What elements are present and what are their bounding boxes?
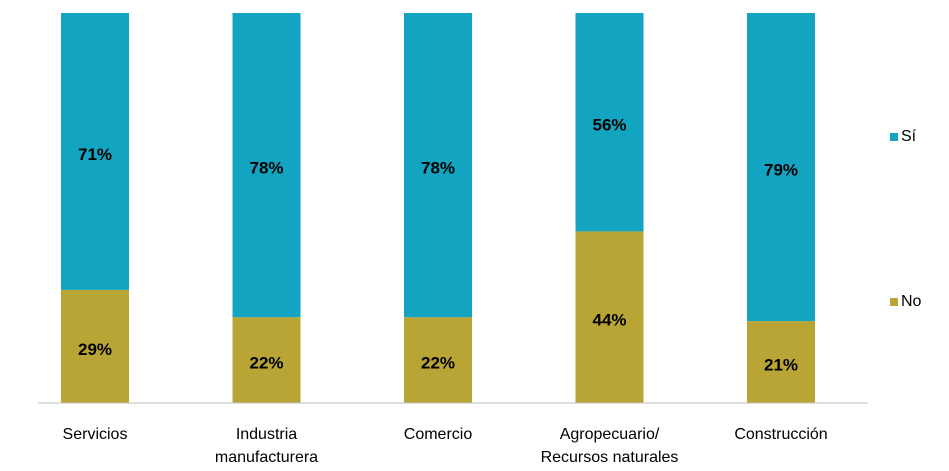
- bar-segment: [404, 13, 472, 318]
- value-label: 21%: [764, 356, 798, 375]
- bar-segment: [575, 231, 644, 403]
- bar-segment: [575, 13, 644, 232]
- bar-segment: [747, 321, 815, 403]
- value-label: 44%: [592, 311, 626, 330]
- x-tick-label: Agropecuario/Recursos naturales: [541, 426, 679, 466]
- x-tick-label: Industria manufacturera: [215, 426, 318, 466]
- bar-segment: [404, 317, 472, 403]
- value-label: 56%: [592, 116, 626, 135]
- x-tick-label-line: Comercio: [404, 426, 473, 443]
- value-label: 22%: [421, 354, 455, 373]
- bar-segment: [232, 317, 301, 403]
- bar-segment: [61, 13, 129, 290]
- bar-segment: [232, 13, 301, 318]
- value-label: 79%: [764, 161, 798, 180]
- x-tick-label: Comercio: [404, 426, 473, 443]
- x-tick-label-line: Recursos naturales: [541, 449, 679, 466]
- legend-swatch: [890, 298, 898, 306]
- legend-swatch: [890, 133, 898, 141]
- x-tick-label-line: Construcción: [734, 426, 827, 443]
- value-label: 78%: [421, 159, 455, 178]
- legend-label: Sí: [901, 128, 917, 145]
- bar-segment: [61, 289, 129, 403]
- value-label: 78%: [249, 159, 283, 178]
- legend-label: No: [901, 293, 922, 310]
- x-tick-label: Construcción: [734, 426, 827, 443]
- x-tick-label-line: Industria: [236, 426, 297, 443]
- x-tick-label: Servicios: [63, 426, 128, 443]
- x-tick-label-line: Agropecuario/: [560, 426, 660, 443]
- value-label: 71%: [78, 145, 112, 164]
- x-tick-label-line: manufacturera: [215, 449, 318, 466]
- value-label: 29%: [78, 340, 112, 359]
- x-tick-label-line: Servicios: [63, 426, 128, 443]
- value-label: 22%: [249, 354, 283, 373]
- bar-segment: [747, 13, 815, 322]
